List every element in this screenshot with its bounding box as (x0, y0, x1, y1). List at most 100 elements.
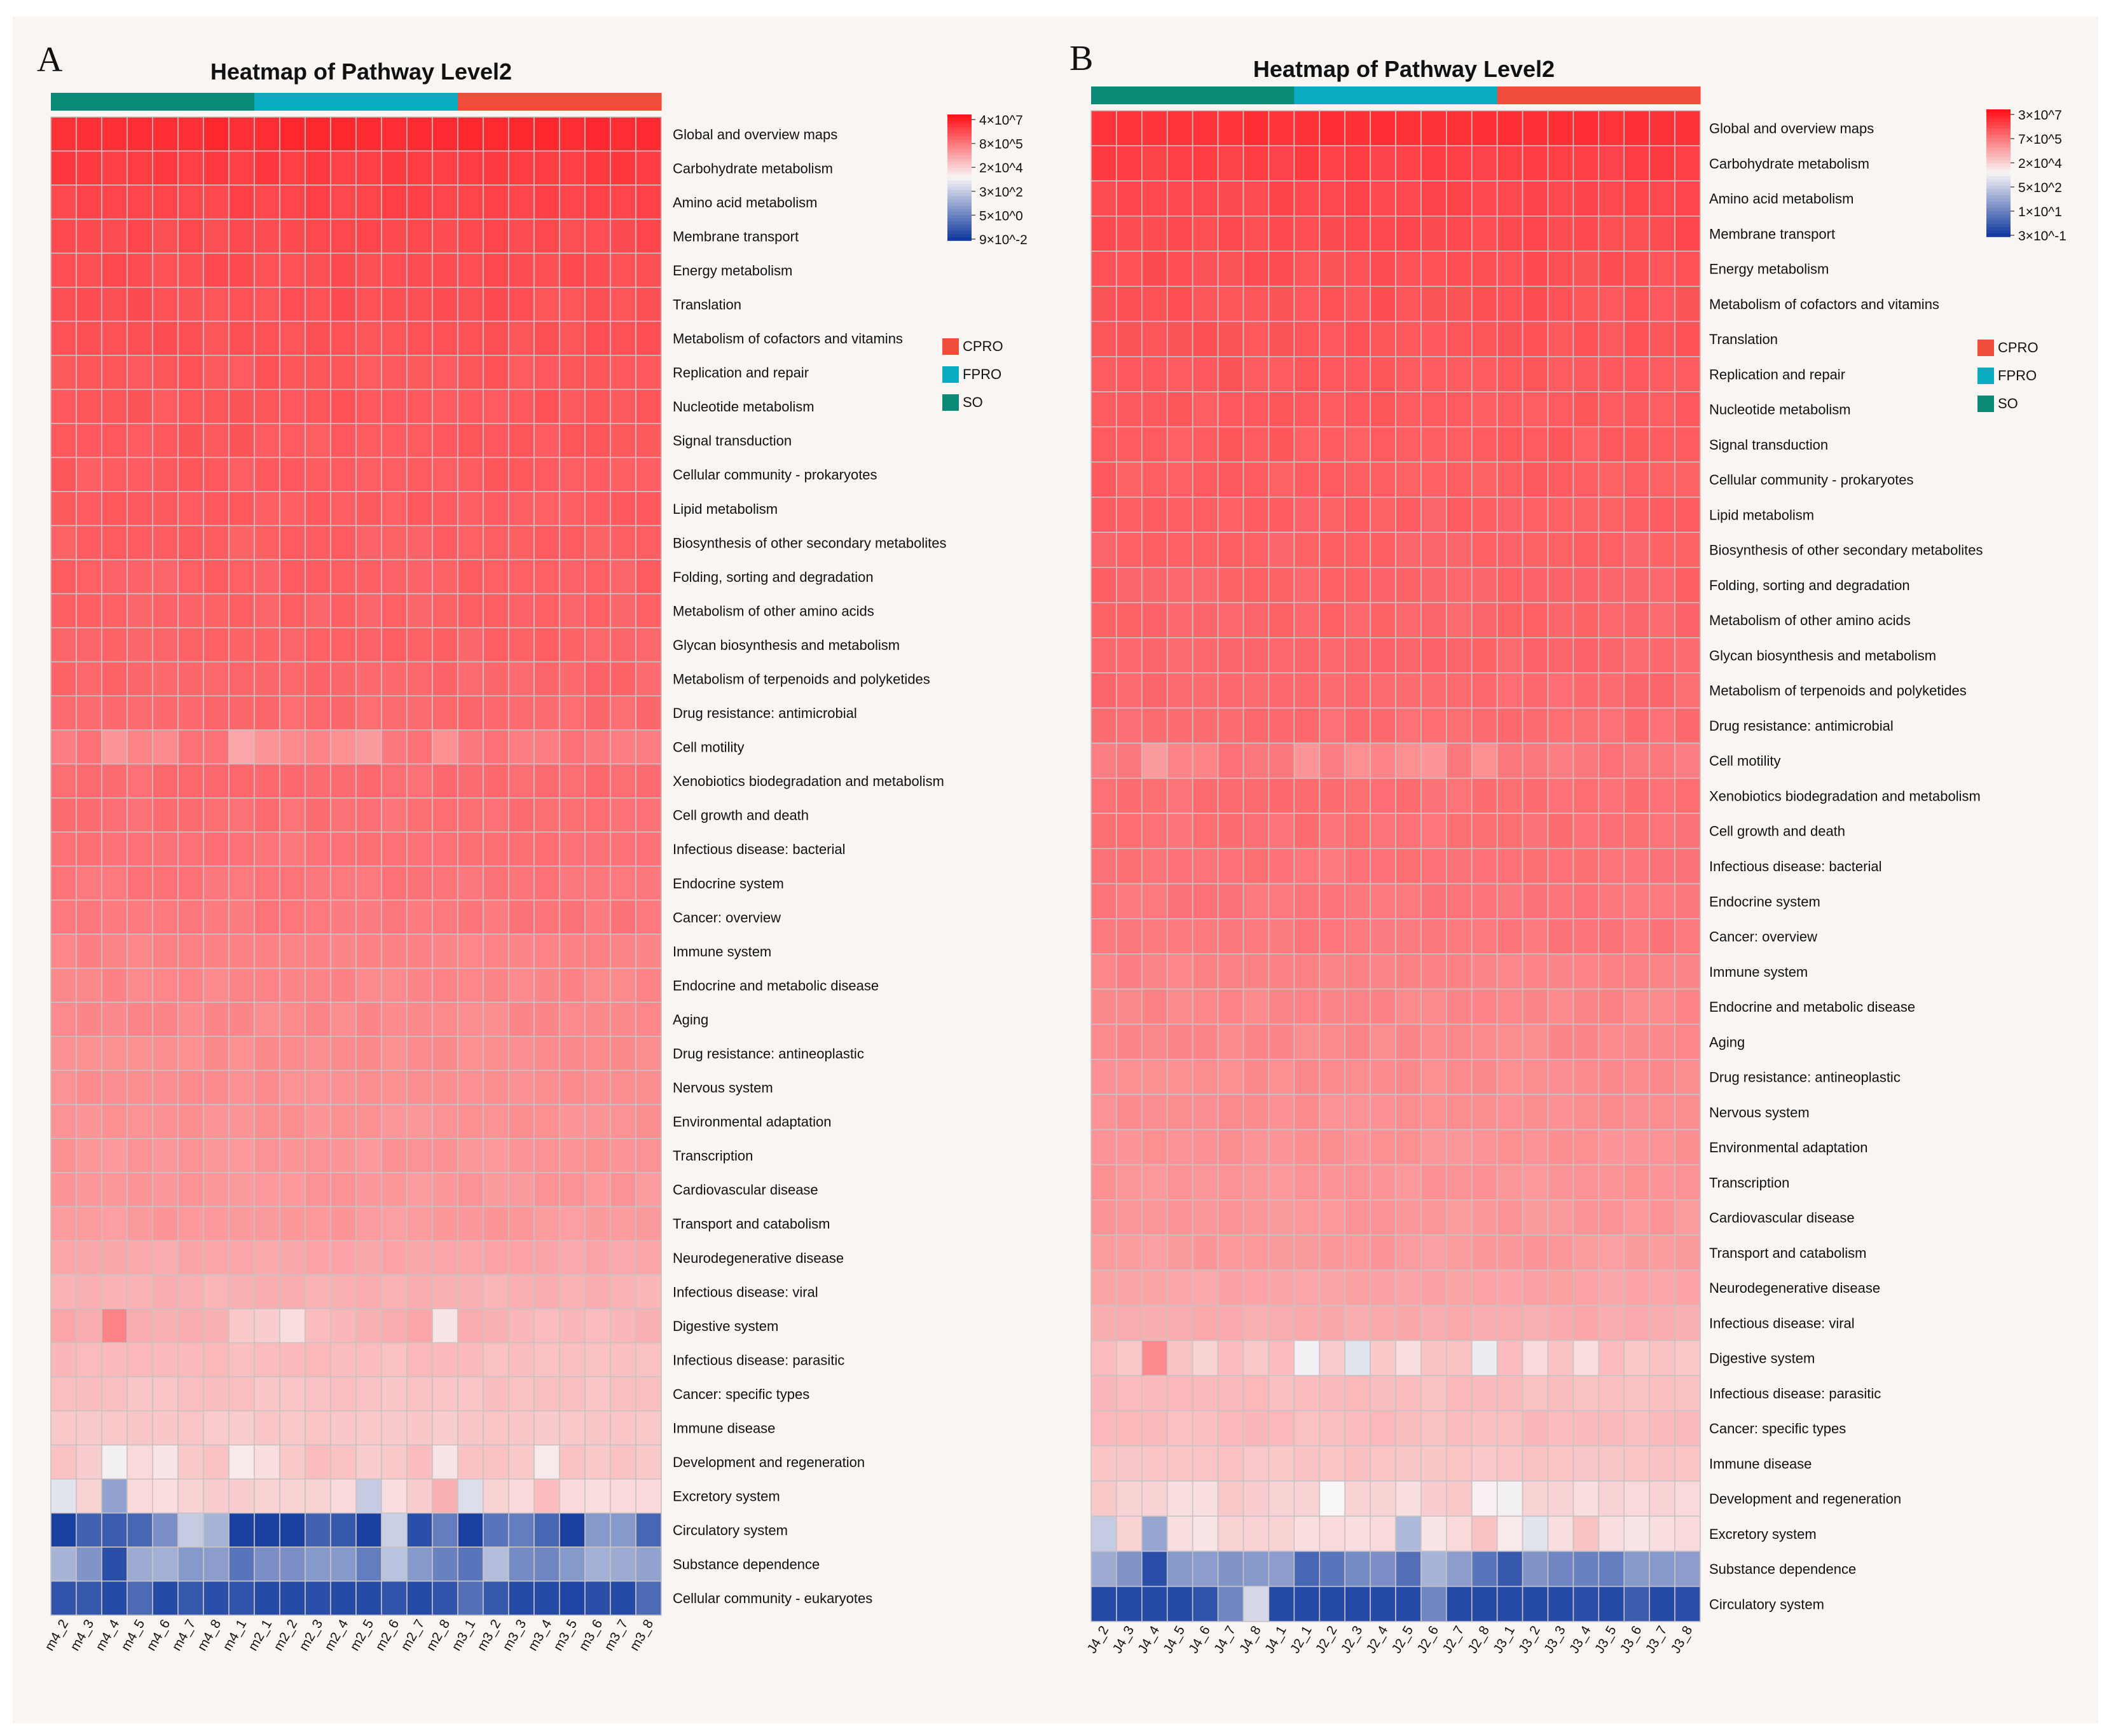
heatmap-cell (1649, 1515, 1675, 1552)
row-label: Substance dependence (673, 1557, 820, 1573)
heatmap-cell (76, 1308, 102, 1344)
heatmap-cell (1471, 532, 1498, 568)
heatmap-cell (203, 389, 230, 424)
heatmap-cell (1522, 1234, 1549, 1271)
heatmap-cell (508, 457, 535, 492)
heatmap-cell (1446, 742, 1473, 779)
heatmap-cell (1217, 145, 1244, 182)
heatmap-cell (1192, 110, 1219, 147)
heatmap-cell (101, 1172, 128, 1208)
heatmap-cell (1572, 1023, 1600, 1060)
heatmap-cell (203, 559, 230, 595)
heatmap-cell (1674, 1199, 1701, 1236)
column-label: J2_6 (1415, 1623, 1442, 1656)
heatmap-cell (1344, 1515, 1371, 1552)
heatmap-cell (1370, 426, 1396, 463)
heatmap-cell (1242, 1234, 1270, 1271)
heatmap-cell (1547, 1375, 1574, 1412)
colorbar-segment (947, 136, 972, 141)
heatmap-cell (1370, 1304, 1396, 1341)
heatmap-cell (1293, 286, 1321, 322)
heatmap-cell (1268, 426, 1295, 463)
heatmap-cell (1217, 1585, 1244, 1622)
heatmap-cell (1319, 672, 1345, 709)
heatmap-cell (1572, 1094, 1600, 1131)
heatmap-cell (635, 491, 662, 527)
group-bar-cell (1599, 86, 1625, 104)
heatmap-cell (1166, 1059, 1193, 1095)
heatmap-cell (1572, 426, 1600, 463)
heatmap-cell (1293, 391, 1321, 428)
heatmap-cell (254, 1444, 280, 1480)
heatmap-cell (457, 1410, 484, 1446)
heatmap-cell (1674, 145, 1701, 182)
colorbar-segment (1986, 125, 2011, 129)
heatmap-cell (533, 184, 560, 220)
heatmap-cell (1420, 1585, 1447, 1622)
heatmap-cell (457, 184, 484, 220)
heatmap-cell (1623, 953, 1650, 990)
heatmap-cell (1598, 1199, 1625, 1236)
group-bar-cell (76, 93, 102, 111)
group-bar-cell (1269, 86, 1295, 104)
heatmap-cell (584, 355, 611, 390)
colorbar-segment (947, 228, 972, 231)
heatmap-cell (1319, 215, 1345, 252)
heatmap-cell (203, 831, 230, 867)
heatmap-cell (50, 1342, 77, 1377)
heatmap-cell (610, 695, 636, 731)
heatmap-cell (1598, 286, 1625, 322)
heatmap-cell (1471, 567, 1498, 603)
heatmap-cell (279, 763, 306, 799)
heatmap-cell (305, 1580, 331, 1616)
heatmap-cell (381, 286, 408, 322)
heatmap-cell (533, 1478, 560, 1514)
heatmap-cell (1242, 180, 1270, 217)
heatmap-cell (1268, 320, 1295, 357)
heatmap-cell (127, 423, 153, 458)
heatmap-cell (1268, 215, 1295, 252)
heatmap-cell (508, 831, 535, 867)
heatmap-cell (457, 695, 484, 731)
heatmap-cell (1116, 286, 1143, 322)
heatmap-cell (533, 286, 560, 322)
heatmap-cell (228, 1547, 255, 1582)
heatmap-cell (177, 1070, 204, 1105)
heatmap-cell (1649, 180, 1675, 217)
heatmap-cell (330, 1580, 357, 1616)
heatmap-cell (1649, 1059, 1675, 1095)
heatmap-cell (483, 1342, 509, 1377)
heatmap-cell (101, 286, 128, 322)
heatmap-cell (533, 1580, 560, 1616)
column-label: m2_3 (296, 1617, 326, 1653)
heatmap-cell (1547, 637, 1574, 673)
heatmap-cell (127, 1547, 153, 1582)
heatmap-cell (1319, 461, 1345, 498)
heatmap-cell (483, 286, 509, 322)
heatmap-cell (330, 1138, 357, 1173)
heatmap-cell (1192, 813, 1219, 850)
group-bar-cell (560, 93, 586, 111)
row-label: Translation (673, 297, 741, 313)
heatmap-cell (635, 593, 662, 628)
column-label: J4_5 (1160, 1623, 1188, 1656)
heatmap-cell (1522, 145, 1549, 182)
heatmap-cell (508, 525, 535, 560)
heatmap-cell (584, 763, 611, 799)
heatmap-cell (533, 320, 560, 356)
heatmap-cell (127, 661, 153, 697)
heatmap-cell (1496, 1340, 1523, 1377)
heatmap-cell (406, 320, 433, 356)
heatmap-cell (559, 457, 586, 492)
heatmap-cell (1623, 110, 1650, 147)
heatmap-cell (50, 423, 77, 458)
heatmap-cell (330, 355, 357, 390)
heatmap-cell (1674, 1340, 1701, 1377)
heatmap-cell (1395, 567, 1422, 603)
heatmap-cell (432, 1240, 458, 1276)
heatmap-cell (483, 1308, 509, 1344)
heatmap-cell (508, 1547, 535, 1582)
heatmap-cell (432, 933, 458, 969)
group-bar-cell (585, 93, 611, 111)
heatmap-cell (50, 763, 77, 799)
